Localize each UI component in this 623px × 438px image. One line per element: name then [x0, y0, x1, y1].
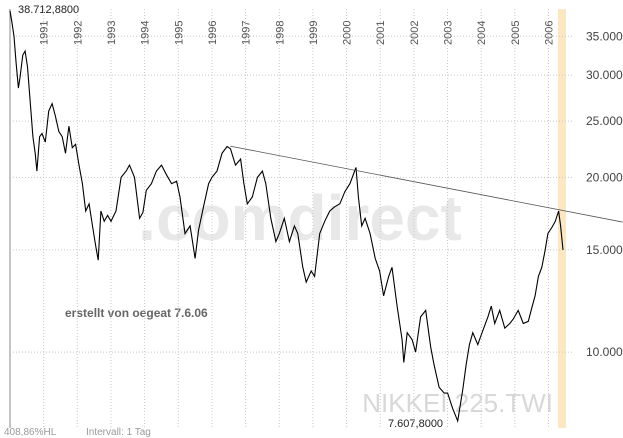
x-tick-label: 2001	[375, 21, 387, 45]
y-tick-label: 20.000	[586, 170, 623, 184]
x-tick-label: 1998	[274, 21, 286, 45]
x-tick-label: 2005	[510, 21, 522, 45]
y-tick-label: 15.000	[586, 243, 623, 257]
annotation: erstellt von oegeat 7.6.06	[65, 306, 208, 320]
y-tick-label: 35.000	[586, 29, 623, 43]
x-tick-label: 2002	[409, 21, 421, 45]
price-line	[9, 10, 564, 424]
y-tick-label: 30.000	[586, 68, 623, 82]
x-tick-label: 1994	[140, 21, 152, 45]
interval-label: Intervall: 1 Tag	[86, 427, 151, 438]
x-tick-label: 1993	[106, 21, 118, 45]
x-tick-label: 2004	[476, 21, 488, 45]
y-tick-label: 25.000	[586, 114, 623, 128]
watermark: .comdirect	[138, 182, 462, 254]
x-tick-label: 1992	[72, 21, 84, 45]
x-tick-label: 1999	[308, 21, 320, 45]
max-label: 38.712,8800	[18, 4, 79, 16]
x-tick-label: 1995	[173, 21, 185, 45]
x-tick-label: 1997	[241, 21, 253, 45]
x-tick-label: 2000	[342, 21, 354, 45]
range-label: 408,86%HL	[4, 427, 57, 438]
x-tick-label: 2006	[544, 21, 556, 45]
x-tick-label: 2003	[443, 21, 455, 45]
x-tick-label: 1991	[39, 21, 51, 45]
x-tick-label: 1996	[207, 21, 219, 45]
chart-title: NIKKEI 225.TWI	[362, 388, 553, 418]
highlight-band	[558, 9, 566, 428]
y-tick-label: 10.000	[586, 345, 623, 359]
trend-line	[230, 145, 623, 223]
min-label: 7.607,8000	[388, 418, 443, 430]
